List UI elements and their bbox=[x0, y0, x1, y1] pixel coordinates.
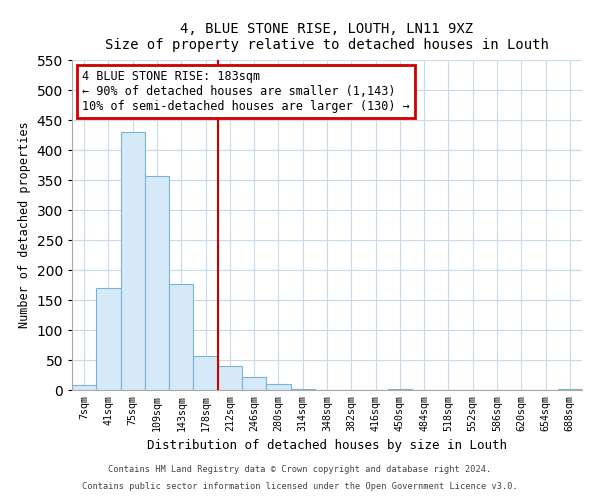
Bar bbox=[218, 366, 242, 390]
Text: Contains HM Land Registry data © Crown copyright and database right 2024.: Contains HM Land Registry data © Crown c… bbox=[109, 466, 491, 474]
Bar bbox=[169, 284, 193, 390]
Bar bbox=[242, 377, 266, 390]
Text: 4 BLUE STONE RISE: 183sqm
← 90% of detached houses are smaller (1,143)
10% of se: 4 BLUE STONE RISE: 183sqm ← 90% of detac… bbox=[82, 70, 410, 113]
X-axis label: Distribution of detached houses by size in Louth: Distribution of detached houses by size … bbox=[147, 439, 507, 452]
Text: Contains public sector information licensed under the Open Government Licence v3: Contains public sector information licen… bbox=[82, 482, 518, 491]
Bar bbox=[266, 384, 290, 390]
Y-axis label: Number of detached properties: Number of detached properties bbox=[18, 122, 31, 328]
Bar bbox=[96, 288, 121, 390]
Title: 4, BLUE STONE RISE, LOUTH, LN11 9XZ
Size of property relative to detached houses: 4, BLUE STONE RISE, LOUTH, LN11 9XZ Size… bbox=[105, 22, 549, 52]
Bar bbox=[145, 176, 169, 390]
Bar bbox=[193, 356, 218, 390]
Bar bbox=[72, 385, 96, 390]
Bar bbox=[121, 132, 145, 390]
Bar bbox=[290, 389, 315, 390]
